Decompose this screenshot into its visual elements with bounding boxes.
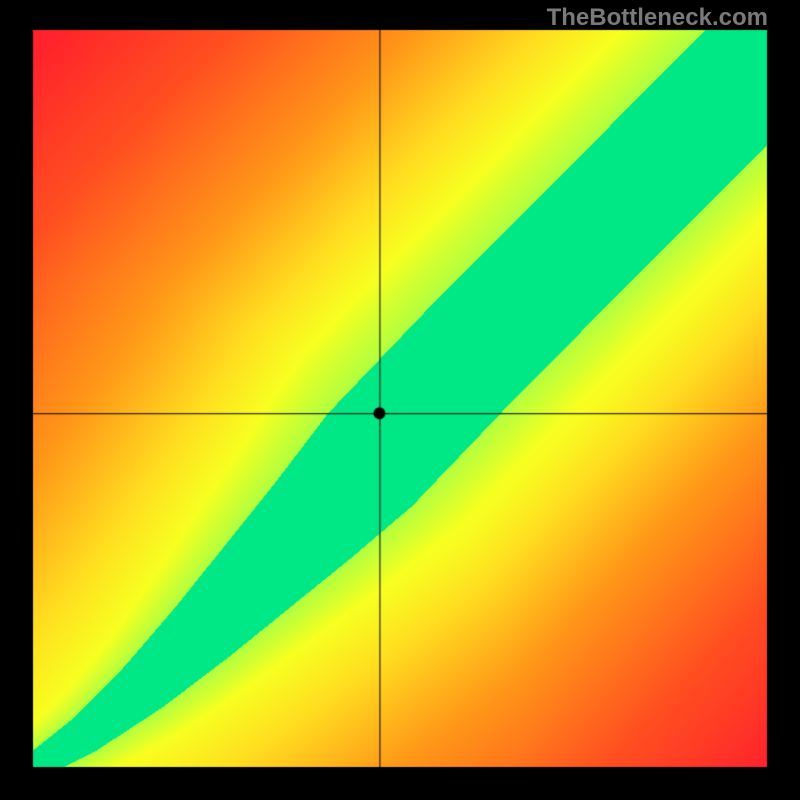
watermark-text: TheBottleneck.com bbox=[547, 4, 768, 32]
bottleneck-heatmap bbox=[0, 0, 800, 800]
chart-container: { "canvas": { "width": 800, "height": 80… bbox=[0, 0, 800, 800]
